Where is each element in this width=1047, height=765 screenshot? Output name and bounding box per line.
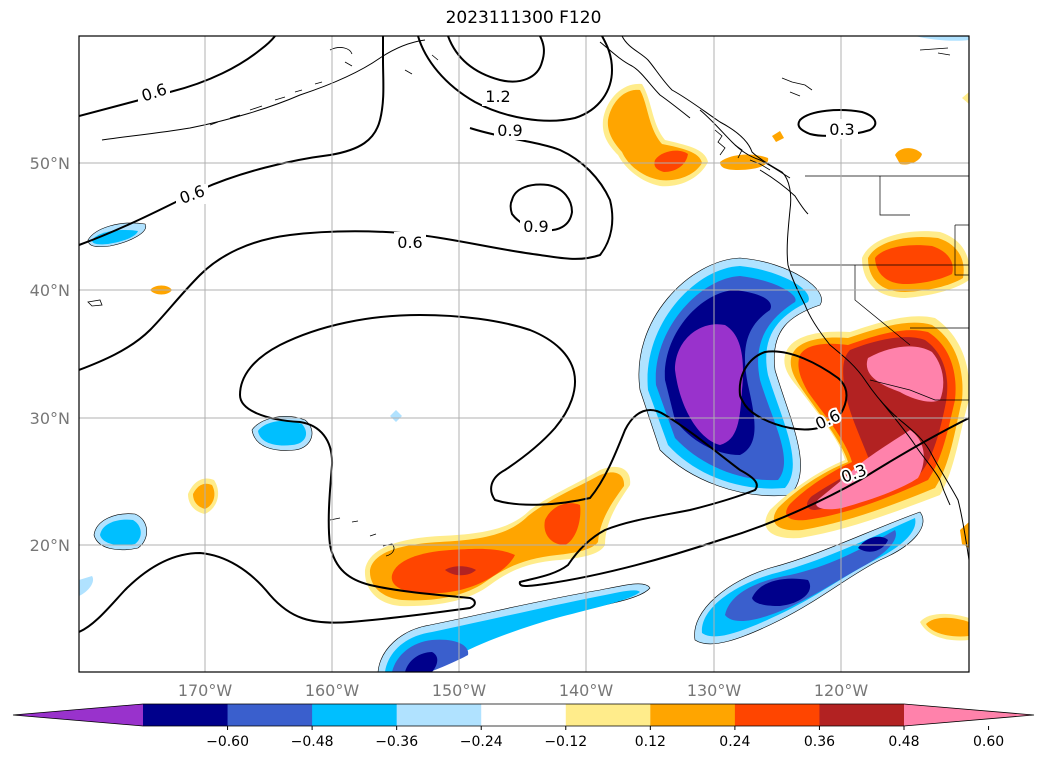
small-island <box>919 47 951 56</box>
colorbar-segment <box>143 704 229 726</box>
colorbar: −0.60 −0.48 −0.36 −0.24 −0.12 0.12 0.24 0.36 0.4… <box>12 703 1035 750</box>
contour-label: 1.2 <box>485 87 510 106</box>
colorbar-segment <box>819 704 905 726</box>
lon-label: 160°W <box>305 681 360 700</box>
british-columbia-islands <box>714 129 771 171</box>
colorbar-tick-label: −0.12 <box>544 734 587 750</box>
aleutian-islands <box>209 81 323 126</box>
canada-coastline <box>699 109 791 179</box>
positive-anomaly-region <box>654 150 688 172</box>
colorbar-segment <box>312 704 398 726</box>
map-title: 2023111300 F120 <box>445 8 602 28</box>
colorbar-tick-label: −0.24 <box>460 734 503 750</box>
lat-label: 30°N <box>30 409 70 428</box>
contour-line <box>79 36 385 246</box>
anomaly-fill-layer <box>79 36 969 672</box>
colorbar-extend-max <box>904 704 1034 726</box>
mexico-border <box>869 379 969 401</box>
contour-line <box>79 127 614 371</box>
small-island <box>87 299 103 307</box>
alaska-lakes <box>329 47 439 75</box>
lat-label: 50°N <box>30 154 70 173</box>
colorbar-tick-label: 0.36 <box>804 734 835 750</box>
negative-anomaly-region <box>858 536 888 552</box>
colorbar-extend-min <box>13 704 143 726</box>
negative-anomaly-region <box>92 230 138 245</box>
alaska-coastline <box>101 39 426 141</box>
contour-label: 0.3 <box>829 120 854 139</box>
colorbar-tick-label: −0.36 <box>375 734 418 750</box>
negative-anomaly-region <box>752 578 811 606</box>
colorbar-tick-label: 0.48 <box>888 734 919 750</box>
small-island <box>781 77 813 97</box>
colorbar-tick-label: 0.12 <box>635 734 666 750</box>
positive-anomaly-region <box>962 92 969 104</box>
positive-anomaly-region <box>445 566 476 576</box>
colorbar-tick-label: −0.48 <box>291 734 334 750</box>
state-border <box>879 176 910 216</box>
negative-anomaly-region <box>79 576 94 596</box>
colorbar-segment <box>565 704 651 726</box>
longitude-labels: 170°W 160°W 150°W 140°W 130°W 120°W <box>178 681 869 700</box>
state-border <box>854 265 911 346</box>
contour-layer <box>79 36 969 633</box>
positive-anomaly-region <box>607 89 702 181</box>
hawaiian-islands <box>329 517 395 557</box>
alaska-coastline <box>599 41 691 119</box>
lon-label: 130°W <box>687 681 742 700</box>
contour-label: 0.9 <box>523 217 548 236</box>
latitude-labels: 50°N 40°N 30°N 20°N <box>30 154 70 555</box>
contour-label-layer: 0.6 1.2 0.9 0.3 0.6 0.9 0.6 0.6 0.3 <box>138 80 871 489</box>
lon-label: 140°W <box>559 681 614 700</box>
negative-anomaly-region <box>390 410 402 422</box>
contour-line <box>738 350 848 431</box>
negative-anomaly-region <box>915 36 969 41</box>
positive-anomaly-region <box>875 245 953 284</box>
lat-label: 40°N <box>30 281 70 300</box>
north-america-coastline <box>621 36 969 561</box>
positive-anomaly-region <box>895 148 922 165</box>
contour-line <box>239 313 969 587</box>
contour-line <box>417 36 614 122</box>
state-border <box>954 225 969 276</box>
lon-label: 170°W <box>178 681 233 700</box>
negative-anomaly-region <box>258 420 307 446</box>
vancouver-island <box>759 169 809 215</box>
contour-line <box>447 36 545 83</box>
coastline-layer <box>87 36 969 561</box>
baja-coastline <box>879 399 951 506</box>
positive-anomaly-region <box>720 154 769 170</box>
map-frame <box>78 35 970 673</box>
contour-line <box>797 109 877 137</box>
positive-anomaly-region <box>866 346 944 402</box>
positive-anomaly-region <box>544 503 581 545</box>
contour-label: 0.9 <box>497 121 522 140</box>
positive-anomaly-region <box>926 617 969 637</box>
colorbar-segment <box>650 704 736 726</box>
colorbar-segment <box>227 704 313 726</box>
lon-label: 150°W <box>432 681 487 700</box>
graticule <box>79 36 969 672</box>
negative-anomaly-region <box>100 519 141 546</box>
colorbar-tick-label: −0.60 <box>206 734 249 750</box>
contour-line <box>509 183 574 232</box>
colorbar-outline <box>12 703 1035 727</box>
colorbar-tick-label: 0.24 <box>719 734 750 750</box>
negative-anomaly-region <box>675 324 744 445</box>
lon-label: 120°W <box>814 681 869 700</box>
colorbar-segment <box>734 704 820 726</box>
lat-label: 20°N <box>30 536 70 555</box>
colorbar-tick-label: 0.60 <box>973 734 1004 750</box>
positive-anomaly-region <box>772 131 784 142</box>
negative-anomaly-region <box>405 652 438 672</box>
contour-line <box>79 36 276 117</box>
colorbar-segment <box>396 704 482 726</box>
positive-anomaly-region <box>193 483 215 509</box>
contour-label: 0.6 <box>397 233 422 252</box>
colorbar-segment <box>481 704 567 726</box>
positive-anomaly-region <box>960 522 969 548</box>
